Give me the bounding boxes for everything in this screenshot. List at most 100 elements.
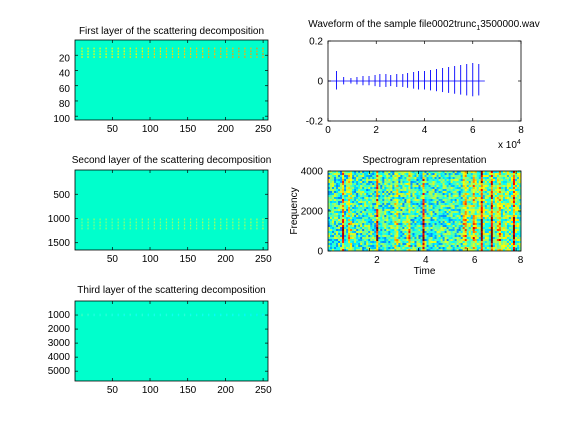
spectrogram-cell bbox=[508, 239, 512, 242]
spectrogram-cell bbox=[418, 189, 421, 192]
spectrogram-cell bbox=[472, 201, 476, 204]
spectrogram-cell bbox=[400, 243, 403, 246]
spectrogram-cell bbox=[518, 233, 521, 236]
first-layer-ytick: 20 bbox=[59, 54, 71, 65]
spectrogram-cell bbox=[440, 183, 443, 186]
spectrogram-cell bbox=[368, 241, 371, 244]
spectrogram-cell bbox=[342, 245, 345, 248]
spectrogram-cell bbox=[406, 249, 409, 251]
heatmap-cell bbox=[87, 314, 89, 316]
spectrogram-cell bbox=[362, 235, 365, 238]
spectrogram-cell bbox=[408, 171, 411, 174]
heatmap-cell bbox=[196, 218, 198, 221]
spectrogram-cell bbox=[366, 201, 369, 204]
spectrogram-cell bbox=[338, 231, 341, 234]
spectrogram-cell bbox=[390, 177, 393, 180]
heatmap-cell bbox=[111, 47, 113, 50]
spectrogram-cell bbox=[328, 183, 331, 186]
heatmap-cell bbox=[226, 50, 228, 53]
spectrogram-cell bbox=[464, 181, 468, 184]
spectrogram-cell bbox=[506, 229, 510, 232]
spectrogram-cell bbox=[416, 187, 419, 190]
spectrogram-cell bbox=[410, 189, 413, 192]
spectrogram-cell bbox=[416, 215, 419, 218]
spectrogram-cell bbox=[464, 231, 468, 234]
spectrogram-cell bbox=[504, 225, 508, 228]
spectrogram-cell bbox=[454, 187, 457, 190]
spectrogram-cell bbox=[350, 235, 353, 238]
spectrogram-cell bbox=[388, 199, 391, 202]
spectrogram-cell bbox=[436, 243, 439, 246]
heatmap-cell bbox=[226, 53, 228, 56]
spectrogram-cell bbox=[462, 233, 466, 236]
spectrogram-cell bbox=[460, 213, 463, 216]
spectrogram-cell bbox=[476, 175, 480, 178]
spectrogram-cell bbox=[414, 193, 417, 196]
spectrogram-cell bbox=[432, 215, 435, 218]
spectrogram-cell bbox=[412, 217, 415, 220]
spectrogram-cell bbox=[328, 241, 331, 244]
spectrogram-cell bbox=[496, 223, 500, 226]
spectrogram-cell bbox=[458, 215, 461, 218]
spectrogram-cell bbox=[460, 239, 463, 242]
spectrogram-cell bbox=[510, 233, 514, 236]
spectrogram-cell bbox=[432, 193, 435, 196]
spectrogram-cell bbox=[484, 203, 488, 206]
heatmap-cell bbox=[117, 50, 119, 53]
spectrogram-cell bbox=[338, 245, 341, 248]
spectrogram-cell bbox=[450, 177, 453, 180]
spectrogram-cell bbox=[486, 227, 490, 230]
spectrogram-cell bbox=[364, 233, 367, 236]
spectrogram-cell bbox=[338, 203, 341, 206]
spectrogram-cell bbox=[364, 193, 367, 196]
spectrogram-cell bbox=[356, 209, 359, 212]
spectrogram-cell bbox=[362, 209, 365, 212]
heatmap-cell bbox=[208, 56, 210, 58]
spectrogram-cell bbox=[362, 171, 365, 174]
spectrogram-cell bbox=[338, 223, 341, 226]
second-layer-xtick: 150 bbox=[180, 254, 197, 265]
spectrogram-cell bbox=[488, 173, 492, 176]
heatmap-cell bbox=[250, 314, 252, 316]
spectrogram-cell bbox=[482, 213, 486, 216]
spectrogram-cell bbox=[378, 175, 381, 178]
spectrogram-cell bbox=[330, 215, 333, 218]
spectrogram-cell bbox=[468, 191, 472, 194]
spectrogram-cell bbox=[342, 221, 345, 224]
spectrogram-cell bbox=[386, 189, 389, 192]
spectrogram-cell bbox=[454, 201, 457, 204]
spectrogram-cell bbox=[342, 185, 345, 188]
spectrogram-cell bbox=[426, 229, 429, 232]
spectrogram-cell bbox=[382, 227, 385, 230]
spectrogram-cell bbox=[340, 239, 343, 242]
spectrogram-cell bbox=[424, 235, 427, 238]
spectrogram-cell bbox=[364, 241, 367, 244]
spectrogram-cell bbox=[418, 199, 421, 202]
spectrogram-cell bbox=[408, 201, 411, 204]
spectrogram-cell bbox=[482, 173, 486, 176]
spectrogram-cell bbox=[414, 225, 417, 228]
spectrogram-cell bbox=[404, 183, 407, 186]
spectrogram-cell bbox=[424, 211, 427, 214]
spectrogram-cell bbox=[336, 189, 339, 192]
spectrogram-cell bbox=[390, 181, 393, 184]
spectrogram-cell bbox=[330, 243, 333, 246]
spectrogram-cell bbox=[338, 213, 341, 216]
spectrogram-cell bbox=[422, 219, 425, 222]
spectrogram-cell bbox=[452, 177, 455, 180]
spectrogram-cell bbox=[480, 213, 484, 216]
spectrogram-cell bbox=[470, 249, 474, 251]
spectrogram-cell bbox=[434, 245, 437, 248]
spectrogram-cell bbox=[422, 183, 425, 186]
spectrogram-cell bbox=[434, 227, 437, 230]
spectrogram-cell bbox=[366, 181, 369, 184]
spectrogram-cell bbox=[344, 173, 347, 176]
spectrogram-cell bbox=[342, 183, 345, 186]
spectrogram-cell bbox=[336, 191, 339, 194]
spectrogram-cell bbox=[410, 237, 413, 240]
spectrogram-cell bbox=[396, 211, 399, 214]
spectrogram-cell bbox=[486, 241, 490, 244]
spectrogram-cell bbox=[406, 173, 409, 176]
spectrogram-cell bbox=[368, 197, 371, 200]
spectrogram-cell bbox=[510, 183, 514, 186]
